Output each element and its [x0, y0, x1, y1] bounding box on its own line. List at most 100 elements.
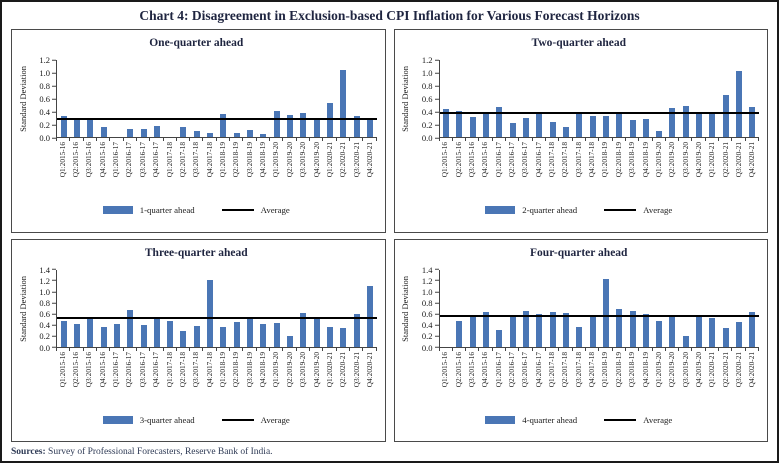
bar-slot	[493, 60, 506, 137]
x-label-slot: Q1:2020-21	[323, 142, 336, 200]
legend-average-label: Average	[260, 414, 290, 425]
x-label-slot: Q1:2016-17	[492, 142, 505, 200]
bar-Q3:2018-19	[629, 120, 636, 137]
x-tick-label: Q2:2016-17	[506, 142, 516, 178]
x-label-slot: Q1:2015-16	[439, 142, 452, 200]
x-tick-label: Q4:2015-16	[97, 142, 107, 178]
bar-slot	[150, 270, 163, 347]
x-axis-labels: Q1:2015-16 Q2:2015-16 Q3:2015-16 Q4:2015-16…	[439, 142, 760, 200]
x-tick-label: Q2:2016-17	[506, 351, 516, 387]
y-tick-label: 1.4	[39, 265, 56, 274]
x-label-slot: Q4:2015-16	[479, 352, 492, 410]
y-axis-label-column: Standard Deviation	[399, 270, 412, 348]
bar-Q3:2015-16	[87, 120, 94, 137]
x-tick-label: Q4:2015-16	[480, 142, 490, 178]
x-tick-mark	[519, 347, 533, 351]
x-tick-label: Q1:2019-20	[653, 142, 663, 178]
y-tick-label: 0.8	[39, 299, 56, 308]
x-tick-mark	[506, 138, 520, 141]
x-tick-label: Q1:2019-20	[653, 351, 663, 387]
x-tick-mark	[203, 138, 217, 141]
x-label-slot: Q3:2018-19	[626, 352, 639, 410]
bar-Q3:2020-21	[736, 322, 743, 347]
x-label-slot: Q3:2015-16	[83, 352, 96, 410]
x-tick-label: Q3:2015-16	[84, 351, 94, 387]
x-label-slot: Q4:2018-19	[256, 142, 269, 200]
bar-slot	[110, 60, 123, 137]
x-tick-mark	[586, 138, 600, 141]
bar-slot	[506, 60, 519, 137]
bar-slot	[586, 270, 599, 347]
sources-text: Survey of Professional Forecasters, Rese…	[45, 447, 273, 457]
bar-Q2:2016-17	[127, 309, 134, 347]
x-tick-mark	[337, 347, 350, 351]
x-label-slot: Q4:2019-20	[692, 142, 705, 200]
bar-slot	[746, 270, 759, 347]
bar-slot	[84, 60, 97, 137]
bar-slot	[613, 270, 626, 347]
bar-slot	[57, 270, 70, 347]
bar-Q2:2019-20	[286, 114, 293, 137]
bar-slot	[217, 60, 230, 137]
x-tick-mark	[706, 138, 720, 141]
bar-Q1:2018-19	[220, 113, 227, 137]
x-tick-mark	[746, 138, 759, 141]
x-label-slot: Q2:2017-18	[559, 142, 572, 200]
x-label-slot: Q4:2017-18	[585, 352, 598, 410]
bar-slot	[626, 60, 639, 137]
x-tick-mark	[230, 347, 244, 351]
x-label-slot: Q1:2018-19	[216, 352, 229, 410]
x-tick-mark	[653, 138, 666, 141]
x-tick-mark	[110, 138, 124, 141]
bar-Q2:2018-19	[233, 321, 240, 347]
x-axis-ticks	[438, 347, 759, 351]
chart-body: Standard Deviation 1.4 1.2 1.0 0.8 0.6 0.4 0.2…	[16, 265, 377, 410]
bar-Q3:2019-20	[682, 336, 689, 347]
bar-Q2:2018-19	[616, 309, 623, 347]
x-tick-mark	[626, 347, 640, 351]
bar-Q1:2018-19	[220, 327, 227, 347]
x-tick-mark	[150, 138, 164, 141]
x-tick-label: Q2:2019-20	[284, 351, 294, 387]
bar-slot	[203, 270, 216, 347]
x-tick-mark	[613, 347, 626, 351]
legend-bar-label: 3-quarter ahead	[139, 414, 195, 425]
x-tick-label: Q1:2017-18	[164, 351, 174, 387]
x-tick-label: Q3:2019-20	[298, 142, 308, 178]
x-tick-mark	[257, 347, 270, 351]
bar-Q2:2015-16	[73, 323, 80, 347]
x-tick-mark	[479, 138, 493, 141]
bar-Q4:2018-19	[260, 134, 267, 137]
bar-Q2:2020-21	[340, 69, 347, 137]
x-label-slot: Q3:2020-21	[350, 142, 363, 200]
y-tick-label: 1.0	[422, 288, 439, 297]
panel-title: Four-quarter ahead	[530, 246, 628, 259]
x-label-slot: Q1:2015-16	[56, 142, 69, 200]
x-tick-mark	[164, 347, 177, 351]
bar-slot	[297, 270, 310, 347]
x-tick-label: Q1:2015-16	[57, 351, 67, 387]
legend-average-label: Average	[260, 205, 290, 215]
x-label-slot: Q2:2020-21	[719, 352, 732, 410]
x-tick-label: Q1:2020-21	[707, 351, 717, 387]
legend-average-line-swatch	[604, 418, 637, 421]
y-axis-label-column: Standard Deviation	[399, 60, 412, 138]
bar-slot	[679, 60, 692, 137]
x-tick-label: Q2:2020-21	[338, 351, 348, 387]
bar-slot	[230, 270, 243, 347]
x-tick-label: Q4:2019-20	[311, 142, 321, 178]
bar-Q2:2017-18	[180, 127, 187, 137]
y-tick-label: 0.0	[39, 343, 56, 352]
legend-average-label: Average	[643, 414, 673, 425]
x-tick-mark	[124, 347, 137, 351]
bar-slot	[337, 60, 350, 137]
y-tick-label: 0.2	[422, 332, 439, 341]
x-tick-mark	[137, 347, 151, 351]
x-tick-label: Q1:2015-16	[57, 142, 67, 178]
plot-area	[56, 269, 377, 348]
x-tick-label: Q4:2020-21	[364, 142, 374, 178]
bar-Q4:2019-20	[313, 319, 320, 347]
bar-slot	[546, 60, 559, 137]
bar-slot	[559, 270, 572, 347]
y-tick-label: 0.6	[422, 310, 439, 319]
